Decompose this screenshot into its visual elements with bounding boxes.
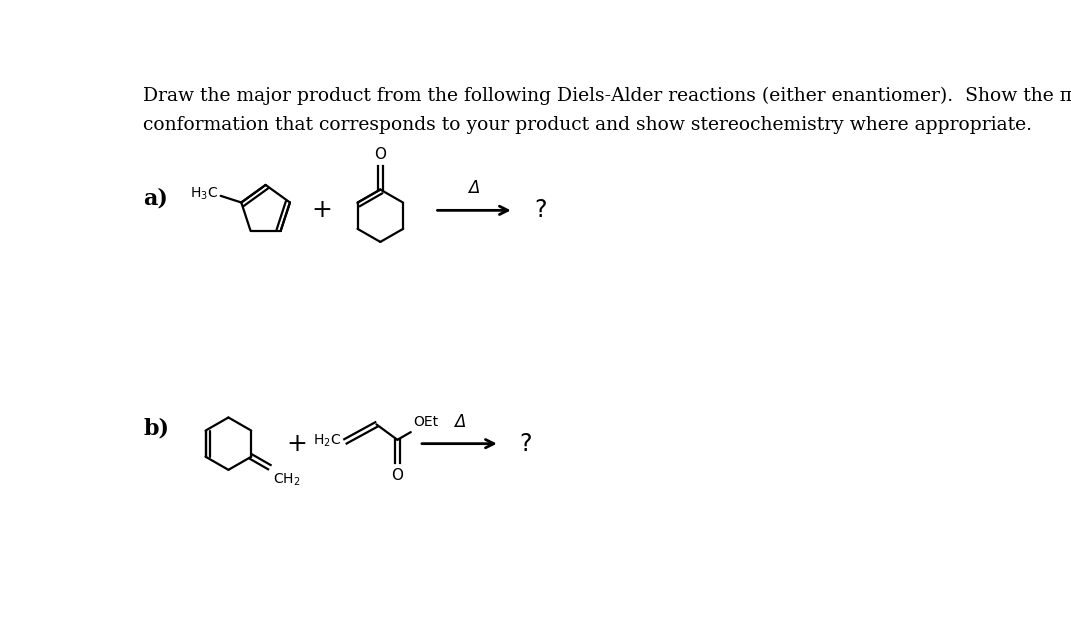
Text: O: O: [391, 467, 404, 483]
Text: ?: ?: [534, 198, 547, 222]
Text: O: O: [375, 147, 387, 162]
Text: b): b): [144, 417, 169, 439]
Text: +: +: [311, 198, 332, 222]
Text: H$_3$C: H$_3$C: [191, 186, 218, 202]
Text: Δ: Δ: [468, 180, 480, 197]
Text: H$_2$C: H$_2$C: [314, 432, 342, 449]
Text: a): a): [144, 188, 168, 210]
Text: conformation that corresponds to your product and show stereochemistry where app: conformation that corresponds to your pr…: [144, 117, 1032, 134]
Text: OEt: OEt: [413, 415, 438, 429]
Text: Δ: Δ: [454, 413, 465, 430]
Text: $\mathregular{CH_2}$: $\mathregular{CH_2}$: [273, 472, 301, 488]
Text: ?: ?: [519, 432, 531, 455]
Text: +: +: [286, 432, 307, 455]
Text: Draw the major product from the following Diels-Alder reactions (either enantiom: Draw the major product from the followin…: [144, 87, 1071, 105]
